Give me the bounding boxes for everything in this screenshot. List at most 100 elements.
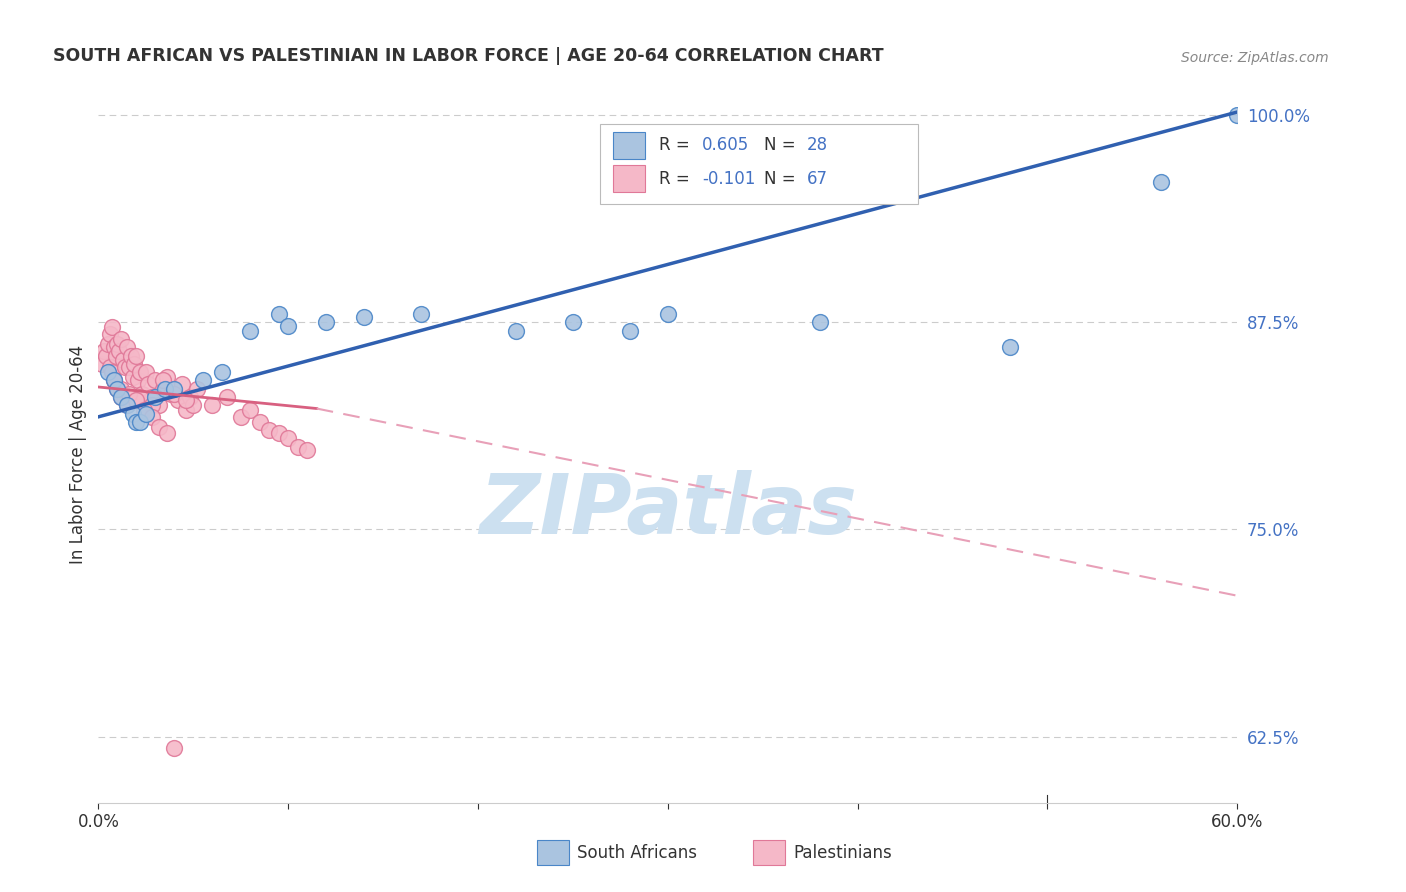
Point [125,415,148,429]
Point [129,390,152,404]
Point [131,386,153,401]
Text: -0.101: -0.101 [702,169,755,187]
Point [277,318,299,333]
Point [136,376,159,391]
Point [259,423,281,437]
Point [163,382,186,396]
Point [103,373,125,387]
Point [277,431,299,445]
Point [125,349,148,363]
Point [211,365,233,379]
Point [107,337,129,351]
Point [103,340,125,354]
Point [97,337,120,351]
Point [156,426,179,441]
Point [114,360,136,375]
Point [229,409,252,424]
Point [141,390,163,404]
Point [657,307,679,321]
Point [141,409,163,424]
Point [115,398,138,412]
Text: R =: R = [659,169,695,187]
Point [108,343,131,358]
Point [411,307,433,321]
Point [107,382,129,396]
Point [127,373,149,387]
Point [249,415,271,429]
Point [148,419,170,434]
Point [201,398,224,412]
Y-axis label: In Labor Force | Age 20-64: In Labor Force | Age 20-64 [69,345,87,565]
Point [239,324,262,338]
Point [562,315,585,329]
Text: SOUTH AFRICAN VS PALESTINIAN IN LABOR FORCE | AGE 20-64 CORRELATION CHART: SOUTH AFRICAN VS PALESTINIAN IN LABOR FO… [53,47,883,65]
Point [152,373,174,387]
Point [239,403,262,417]
Point [163,741,186,756]
Point [145,373,167,387]
Point [267,426,290,441]
Point [94,349,117,363]
Point [115,398,138,412]
Text: 0.605: 0.605 [702,136,749,154]
Point [148,398,170,412]
Point [163,382,186,396]
Point [170,376,193,391]
Point [808,315,831,329]
Text: N =: N = [763,169,800,187]
Point [124,357,146,371]
Text: ZIPatlas: ZIPatlas [479,470,856,551]
Point [217,390,239,404]
Point [121,370,143,384]
Point [1226,108,1249,122]
Point [505,324,527,338]
Text: South Africans: South Africans [576,844,697,862]
Point [98,360,121,375]
Point [135,407,157,421]
Bar [754,840,785,865]
Point [93,343,115,358]
Point [97,365,120,379]
Text: Source: ZipAtlas.com: Source: ZipAtlas.com [1181,52,1329,65]
Point [163,386,186,401]
Point [174,403,197,417]
Point [141,398,163,412]
Point [191,373,214,387]
Point [107,382,129,396]
Point [100,365,122,379]
Point [100,320,122,334]
Bar [613,166,645,192]
Point [121,407,143,421]
Point [129,415,152,429]
Point [153,382,176,396]
Point [1150,175,1173,189]
Bar [613,132,645,159]
Text: 67: 67 [807,169,828,187]
Point [287,440,309,454]
Point [179,390,201,404]
Point [998,340,1021,354]
Text: N =: N = [763,136,800,154]
Point [174,393,197,408]
Point [135,365,157,379]
Point [103,373,125,387]
Bar [537,840,569,865]
Point [103,373,125,387]
FancyBboxPatch shape [599,124,918,204]
Point [297,442,319,457]
Text: R =: R = [659,136,695,154]
Point [110,390,132,404]
Point [167,393,190,408]
Point [315,315,337,329]
Point [186,382,208,396]
Point [120,349,142,363]
Point [353,310,375,325]
Text: 28: 28 [807,136,828,154]
Text: Palestinians: Palestinians [793,844,891,862]
Point [118,360,141,375]
Point [110,332,132,346]
Point [267,307,290,321]
Point [129,365,152,379]
Point [152,382,174,396]
Point [145,390,167,404]
